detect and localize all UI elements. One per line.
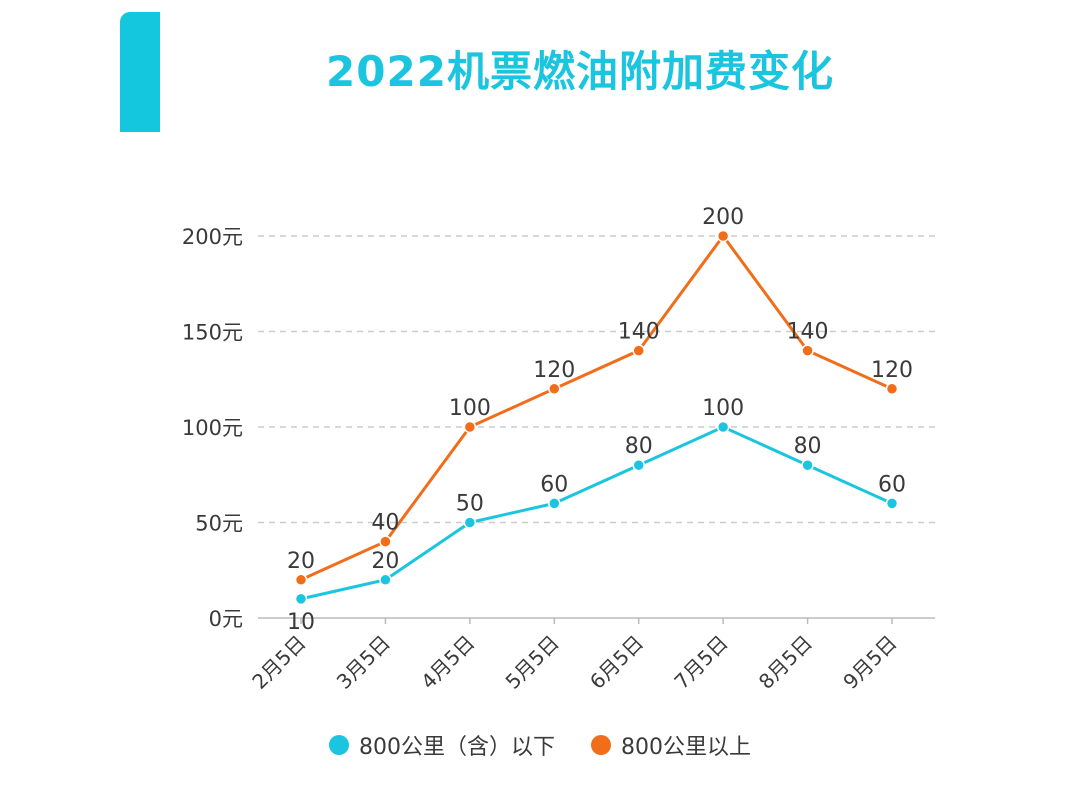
- data-label-series-1: 60: [878, 472, 906, 497]
- data-point-series-2: [885, 382, 899, 396]
- data-point-series-2: [379, 535, 392, 548]
- x-tick-label: 5月5日: [501, 631, 564, 694]
- y-tick-label: 50元: [195, 512, 243, 536]
- y-tick-label: 100元: [182, 416, 243, 440]
- series-line-1: [300, 425, 893, 601]
- y-tick-label: 0元: [209, 607, 243, 631]
- x-tick-label: 6月5日: [585, 631, 648, 694]
- x-tick-label: 4月5日: [416, 631, 479, 694]
- data-point-series-1: [294, 592, 308, 606]
- data-label-series-2: 200: [702, 205, 744, 230]
- legend-item-series-2[interactable]: 800公里以上: [591, 729, 751, 761]
- data-point-series-1: [716, 420, 730, 434]
- data-label-series-2: 100: [449, 396, 491, 421]
- y-tick-label: 150元: [182, 321, 243, 345]
- data-label-series-2: 120: [871, 358, 913, 383]
- data-point-series-1: [463, 516, 477, 529]
- legend-label-series-1: 800公里（含）以下: [359, 735, 555, 760]
- data-label-series-2: 20: [287, 549, 315, 574]
- data-point-series-2: [632, 344, 645, 357]
- data-label-series-2: 140: [787, 320, 829, 345]
- data-point-series-1: [801, 458, 814, 472]
- data-point-series-1: [632, 458, 645, 472]
- data-point-series-2: [548, 382, 561, 396]
- data-point-series-2: [716, 229, 730, 243]
- y-tick-label: 200元: [182, 225, 243, 249]
- title-accent-bar: [120, 12, 160, 132]
- data-point-series-2: [801, 344, 814, 357]
- data-point-series-1: [548, 497, 561, 510]
- data-label-series-2: 140: [618, 320, 660, 345]
- data-label-series-1: 10: [287, 610, 315, 635]
- data-point-series-2: [294, 573, 308, 587]
- data-label-series-1: 50: [456, 492, 484, 517]
- x-tick-label: 2月5日: [247, 631, 310, 694]
- chart-legend: 800公里（含）以下 800公里以上: [0, 729, 1080, 761]
- x-tick-label: 3月5日: [332, 631, 395, 694]
- legend-item-series-1[interactable]: 800公里（含）以下: [329, 729, 555, 761]
- x-tick-label: 7月5日: [669, 631, 732, 694]
- data-label-series-2: 120: [533, 358, 575, 383]
- data-point-series-2: [463, 420, 477, 434]
- x-tick-label: 8月5日: [754, 631, 817, 694]
- legend-label-series-2: 800公里以上: [621, 735, 751, 760]
- data-label-series-1: 80: [794, 434, 822, 459]
- data-label-series-1: 20: [371, 549, 399, 574]
- data-point-series-1: [379, 573, 392, 587]
- data-point-series-1: [885, 497, 899, 510]
- line-chart: 0元 50元 100元 150元 200元 2月5日 3月5日 4月5日 5月5日 6月5日 7月5…: [182, 205, 935, 694]
- data-label-series-2: 40: [371, 511, 399, 536]
- legend-swatch-series-2: [591, 735, 611, 755]
- data-label-series-1: 100: [702, 396, 744, 421]
- series-line-2: [300, 234, 893, 582]
- chart-title: 2022机票燃油附加费变化: [326, 47, 834, 96]
- data-label-series-1: 60: [540, 472, 568, 497]
- x-tick-label: 9月5日: [838, 631, 901, 694]
- data-label-series-1: 80: [625, 434, 653, 459]
- legend-swatch-series-1: [329, 735, 349, 755]
